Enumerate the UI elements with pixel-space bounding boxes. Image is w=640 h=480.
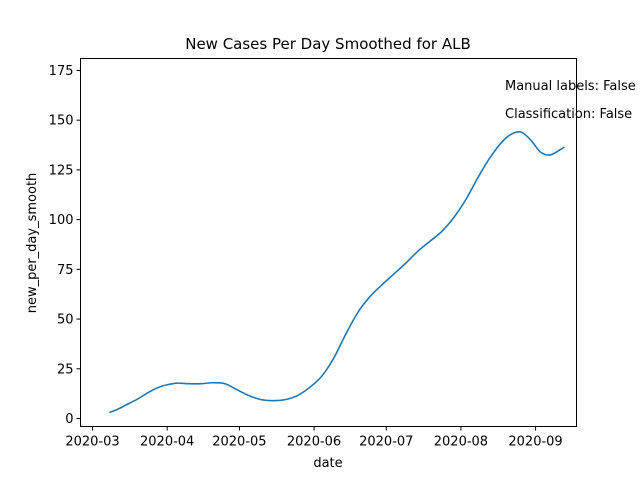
x-tick-label: 2020-09	[508, 435, 562, 450]
y-tick-label: 50	[57, 313, 74, 328]
x-tick-label: 2020-04	[140, 435, 194, 450]
x-axis-label: date	[313, 456, 342, 471]
y-tick-label: 175	[49, 64, 74, 79]
annotation-classification: Classification: False	[505, 107, 632, 122]
series-line	[109, 130, 565, 414]
y-tick-label: 100	[49, 213, 74, 228]
x-axis-ticks: 2020-03 2020-04 2020-05 2020-06 2020-07 2020-…	[65, 426, 563, 450]
y-axis-ticks: 0 25 50 75 100 125 150 175	[49, 64, 81, 427]
y-tick-label: 25	[57, 362, 74, 377]
chart-title: New Cases Per Day Smoothed for ALB	[185, 35, 471, 53]
y-tick-label: 125	[49, 163, 74, 178]
y-tick-label: 0	[65, 412, 73, 427]
y-tick-label: 150	[49, 114, 74, 129]
y-axis-label: new_per_day_smooth	[25, 173, 40, 314]
x-tick-label: 2020-03	[65, 435, 119, 450]
y-tick-label: 75	[57, 263, 74, 278]
x-tick-label: 2020-08	[434, 435, 488, 450]
plot-frame	[80, 58, 577, 427]
x-tick-label: 2020-05	[212, 435, 266, 450]
x-tick-label: 2020-06	[287, 435, 341, 450]
annotation-manual-labels: Manual labels: False	[505, 79, 636, 94]
x-tick-label: 2020-07	[359, 435, 413, 450]
